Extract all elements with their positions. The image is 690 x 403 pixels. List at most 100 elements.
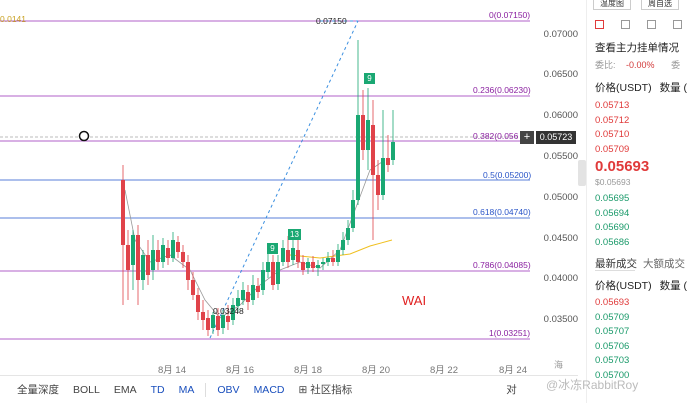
tab-underline (595, 270, 635, 271)
toolbar-ma[interactable]: MA (178, 383, 195, 396)
candle-body (266, 262, 270, 272)
date-label: 8月 14 (158, 365, 186, 376)
orderbook-header: 价格(USDT) 数量 ( (595, 80, 687, 95)
candle-body (306, 262, 310, 268)
candle-body (361, 115, 365, 150)
candle-body (261, 270, 265, 290)
tab-large-trades[interactable]: 大额成交 (643, 258, 685, 270)
ask-row[interactable]: 0.05710 (595, 129, 630, 140)
candle-body (156, 250, 160, 262)
trade-row: 0.05707 (595, 326, 630, 337)
candle-body (171, 240, 175, 258)
candle-body (186, 262, 190, 280)
ask-row[interactable]: 0.05713 (595, 100, 630, 111)
price-tick: 0.04000 (543, 273, 578, 284)
watchlist-button[interactable]: 周自选 (641, 0, 679, 10)
candle-body (251, 285, 255, 300)
main-orders-link[interactable]: 查看主力挂单情况 (595, 42, 679, 54)
toolbar-macd[interactable]: MACD (253, 383, 285, 396)
ratio-right: 委 (671, 60, 681, 70)
candle-body (336, 250, 340, 262)
community-icon: ⊞ (298, 384, 311, 396)
layout-icon[interactable] (673, 20, 682, 29)
bid-row[interactable]: 0.05695 (595, 193, 630, 204)
candle-body (201, 312, 205, 320)
candle-body (376, 175, 380, 195)
last-price: 0.05693 (595, 158, 650, 175)
price-tick: 0.05500 (543, 151, 578, 162)
price-tick: 0.05000 (543, 192, 578, 203)
fib-label-05: 0.5(0.05200) (483, 170, 532, 180)
candle-body (321, 262, 325, 264)
td-badge: 13 (288, 229, 301, 240)
candle-body (301, 262, 305, 270)
candle-body (351, 200, 355, 228)
candle-body (296, 250, 300, 262)
qty-header: 数量 ( (659, 82, 687, 94)
trade-row: 0.05700 (595, 370, 630, 381)
toolbar-ema[interactable]: EMA (113, 383, 137, 396)
layout-icon[interactable] (595, 20, 604, 29)
toolbar-boll[interactable]: BOLL (73, 383, 100, 396)
ratio-value: -0.00% (626, 60, 655, 70)
candle-body (216, 316, 220, 330)
price-header: 价格(USDT) (595, 82, 652, 94)
candle-body (326, 258, 330, 262)
trades-header: 价格(USDT) 数量 ( (595, 278, 687, 293)
trades-tabs: 最新成交 大额成交 (595, 256, 685, 271)
candle-body (366, 120, 370, 150)
candle-body (346, 228, 350, 240)
candle-body (286, 250, 290, 262)
price-tick: 0.06500 (543, 69, 578, 80)
price-tick: 0.07000 (543, 29, 578, 40)
trade-row: 0.05709 (595, 312, 630, 323)
td-badge: 9 (364, 73, 375, 84)
fib-label-0: 0(0.07150) (489, 10, 531, 20)
heatmap-button[interactable]: 温度图 (593, 0, 631, 10)
ask-row[interactable]: 0.05709 (595, 144, 630, 155)
bid-row[interactable]: 0.05686 (595, 237, 630, 248)
price-axis[interactable]: 0.07000 0.06500 0.06000 0.05500 0.05000 … (530, 0, 578, 375)
fib-label-1: 1(0.03251) (489, 328, 531, 338)
toolbar-depth[interactable]: 全量深度 (17, 384, 59, 396)
candlestick-chart[interactable] (0, 0, 578, 375)
current-price-tag: 0.05723 (536, 131, 576, 144)
axis-partial-label: 海 (554, 360, 564, 370)
candle-body (316, 265, 320, 268)
candle-body (151, 250, 155, 270)
layout-icon[interactable] (621, 20, 630, 29)
candle-body (386, 158, 390, 165)
fib-label-0618: 0.618(0.04740) (473, 207, 531, 217)
candle-body (141, 255, 145, 280)
bid-row[interactable]: 0.05690 (595, 222, 630, 233)
td-badge: 9 (267, 243, 278, 254)
candle-body (341, 240, 345, 250)
bid-row[interactable]: 0.05694 (595, 208, 630, 219)
fib-label-0236: 0.236(0.06230) (473, 85, 531, 95)
layout-icon[interactable] (647, 20, 656, 29)
toolbar-td[interactable]: TD (150, 383, 165, 396)
ask-row[interactable]: 0.05712 (595, 115, 630, 126)
candle-body (181, 252, 185, 262)
candle-body (146, 255, 150, 275)
candle-body (136, 235, 140, 280)
add-order-button[interactable]: + (520, 131, 534, 144)
candles-group (121, 40, 395, 336)
tab-latest-trades[interactable]: 最新成交 (595, 258, 637, 270)
candle-body (246, 292, 250, 302)
date-label: 8月 16 (226, 365, 254, 376)
candle-body (391, 142, 395, 160)
high-price-label: 0.07150 (316, 16, 347, 26)
chart-area[interactable]: 0.0141 0.07150 0.03248 0(0.07150) 0.236(… (0, 0, 578, 376)
trade-row: 0.05693 (595, 297, 630, 308)
price-tick: 0.04500 (543, 233, 578, 244)
panel-scroll-handle[interactable] (578, 160, 586, 186)
date-label: 8月 22 (430, 365, 458, 376)
toolbar-compare[interactable]: 对 (506, 384, 517, 396)
fib-label-0786: 0.786(0.04085) (473, 260, 531, 270)
candle-body (311, 262, 315, 268)
toolbar-community-indicators[interactable]: ⊞ 社区指标 (291, 382, 359, 397)
candle-body (291, 248, 295, 260)
toolbar-obv[interactable]: OBV (217, 383, 240, 396)
candle-body (241, 290, 245, 300)
